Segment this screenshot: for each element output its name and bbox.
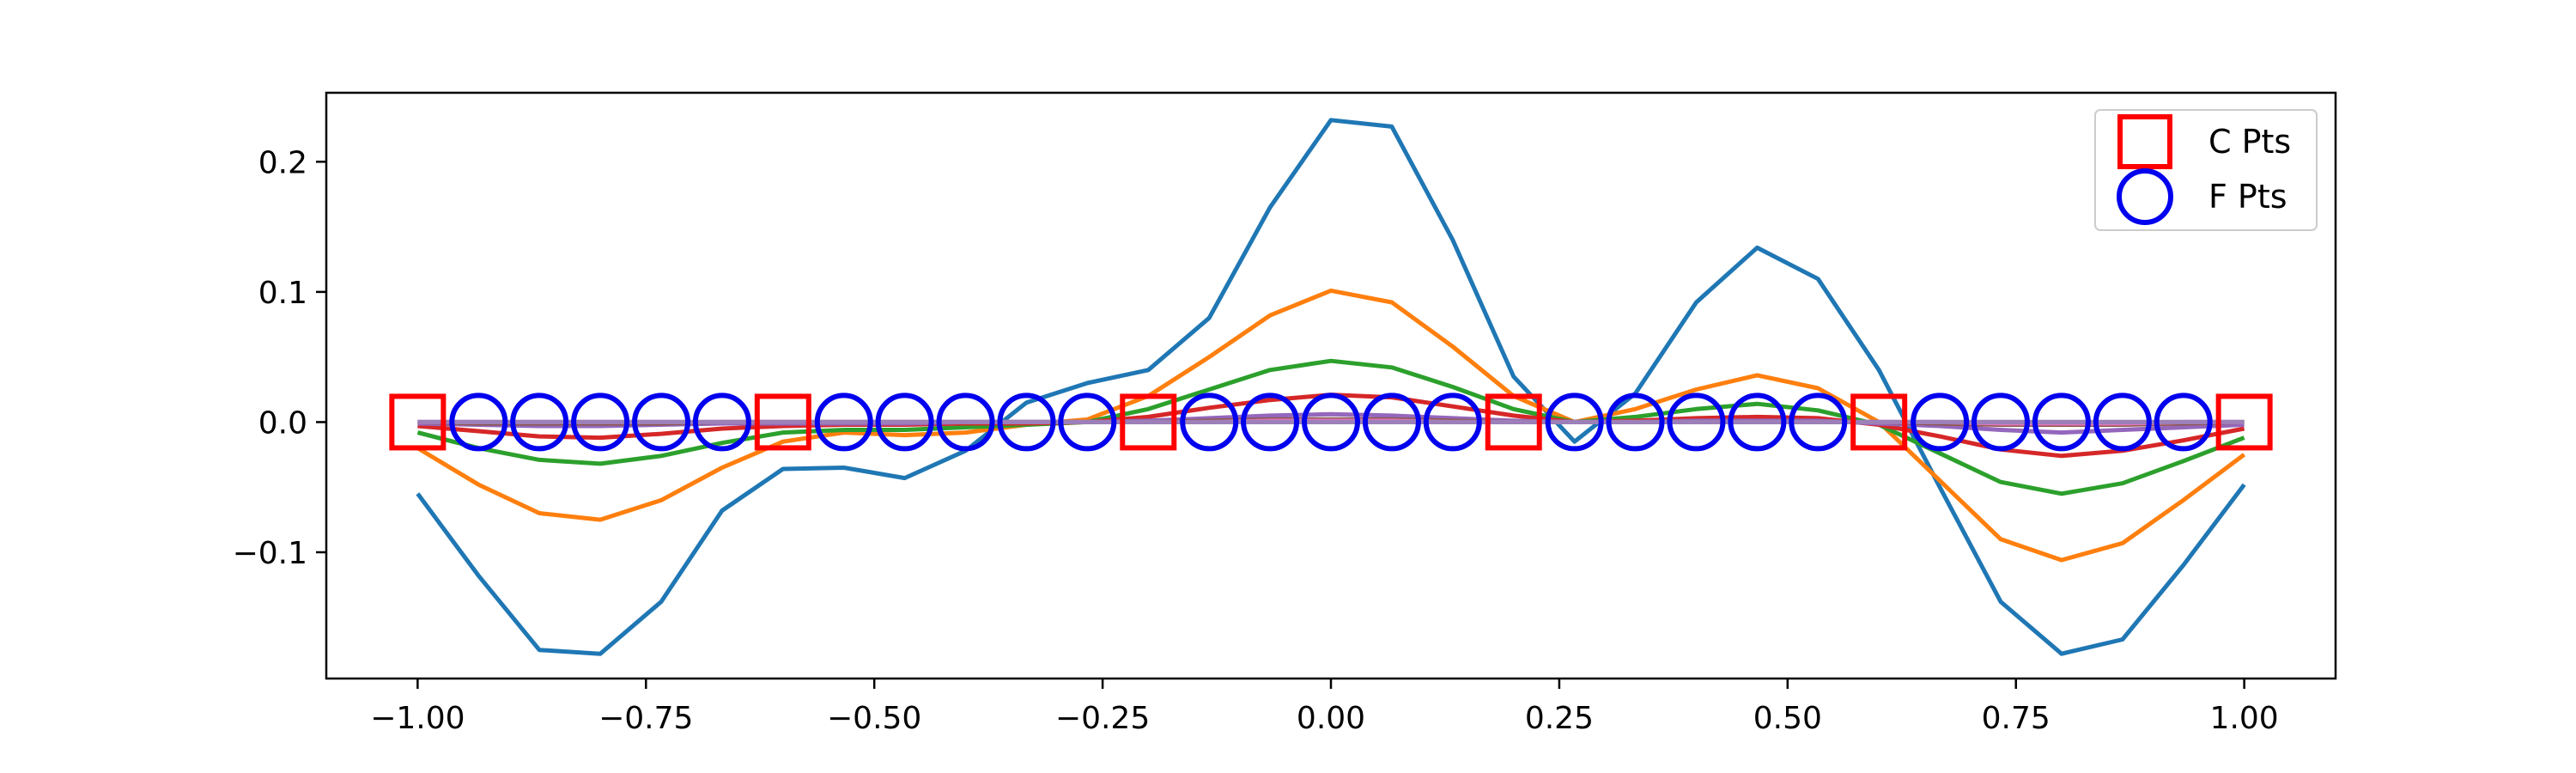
legend-circle-icon	[2117, 168, 2173, 225]
c-point-marker	[1485, 393, 1542, 451]
f-point-marker	[1971, 393, 2030, 452]
x-tick-label: −1.00	[370, 701, 465, 736]
f-point-marker	[997, 393, 1056, 452]
f-point-marker	[510, 393, 569, 452]
x-tick-label: 0.50	[1753, 701, 1822, 736]
f-point-marker	[1789, 393, 1848, 452]
f-point-marker	[2032, 393, 2091, 452]
x-tick-label: 0.25	[1525, 701, 1594, 736]
axis-ticks: −1.00 −0.75 −0.50 −0.25 0.00 0.25 0.50 0.75 1.00…	[233, 145, 2279, 736]
series-line-1	[416, 118, 2246, 656]
c-point-marker	[1850, 393, 1908, 451]
f-point-marker	[1911, 393, 1970, 452]
c-point-marker	[2215, 393, 2273, 451]
legend: C Pts F Pts	[2094, 109, 2318, 231]
f-point-marker	[2093, 393, 2152, 452]
f-point-marker	[1606, 393, 1665, 452]
y-tick-label: 0.1	[258, 276, 307, 311]
f-point-marker	[1545, 393, 1604, 452]
f-point-marker	[1058, 393, 1117, 452]
f-point-marker	[1667, 393, 1726, 452]
f-point-marker	[692, 393, 751, 452]
f-point-marker	[632, 393, 691, 452]
x-tick-label: −0.75	[598, 701, 693, 736]
legend-label: C Pts	[2208, 123, 2291, 161]
y-tick-label: 0.0	[258, 405, 307, 441]
f-point-marker	[1362, 393, 1421, 452]
f-point-marker	[2154, 393, 2213, 452]
f-point-marker	[875, 393, 934, 452]
f-point-marker	[814, 393, 873, 452]
f-point-marker	[1180, 393, 1239, 452]
series-line-2	[416, 288, 2246, 563]
f-point-marker	[449, 393, 508, 452]
c-point-marker	[754, 393, 811, 451]
f-point-marker	[936, 393, 995, 452]
f-point-marker	[1423, 393, 1482, 452]
f-point-marker	[1241, 393, 1300, 452]
f-point-marker	[1728, 393, 1787, 452]
y-tick-label: 0.2	[258, 145, 307, 180]
c-point-marker	[1120, 393, 1177, 451]
x-tick-label: −0.50	[827, 701, 921, 736]
legend-box	[2094, 109, 2318, 231]
c-point-marker	[389, 393, 447, 451]
marker-layer	[389, 393, 2273, 452]
series-line-3	[416, 358, 2245, 496]
x-tick-label: −0.25	[1055, 701, 1150, 736]
series-layer	[416, 118, 2246, 656]
f-point-marker	[571, 393, 630, 452]
x-tick-label: 1.00	[2210, 701, 2279, 736]
f-point-marker	[1302, 393, 1360, 452]
x-tick-label: 0.00	[1297, 701, 1365, 736]
y-tick-label: −0.1	[233, 536, 307, 571]
legend-square-icon	[2117, 114, 2172, 169]
legend-label: F Pts	[2208, 178, 2287, 216]
x-tick-label: 0.75	[1982, 701, 2050, 736]
